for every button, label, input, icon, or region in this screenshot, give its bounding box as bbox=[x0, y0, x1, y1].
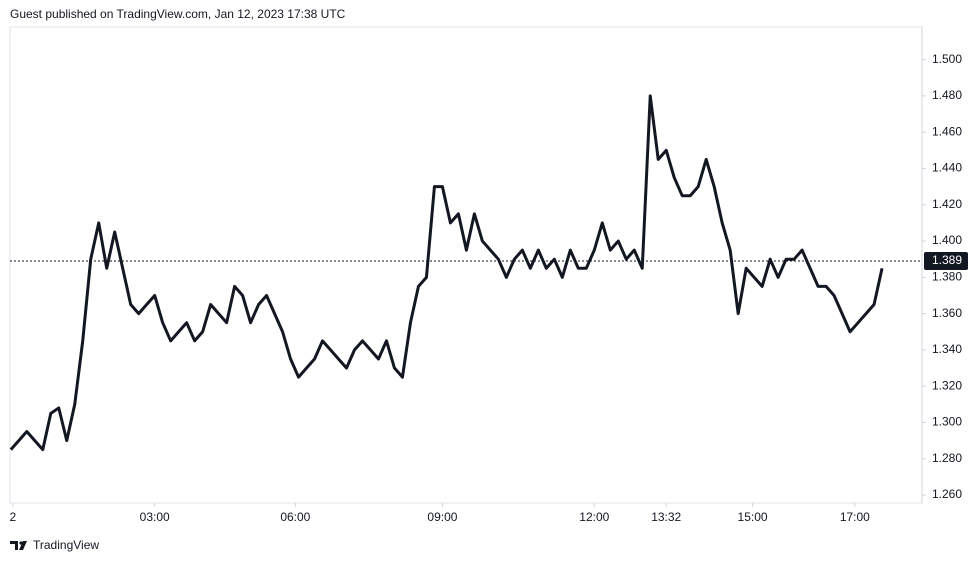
y-tick-label: 1.260 bbox=[932, 487, 962, 501]
x-tick-label: 2 bbox=[9, 510, 16, 524]
y-tick-label: 1.480 bbox=[932, 88, 962, 102]
y-tick-label: 1.340 bbox=[932, 342, 962, 356]
logo: TradingView bbox=[10, 538, 99, 552]
x-tick-label: 09:00 bbox=[427, 510, 457, 524]
y-tick-label: 1.360 bbox=[932, 306, 962, 320]
x-tick-label: 13:32 bbox=[651, 510, 681, 524]
last-price-label: 1.389 bbox=[932, 253, 962, 267]
logo-dot bbox=[19, 541, 23, 545]
y-tick-label: 1.280 bbox=[932, 451, 962, 465]
x-tick-label: 06:00 bbox=[280, 510, 310, 524]
x-tick-label: 15:00 bbox=[738, 510, 768, 524]
price-line bbox=[9, 94, 884, 452]
y-tick-label: 1.500 bbox=[932, 52, 962, 66]
y-tick-label: 1.420 bbox=[932, 197, 962, 211]
y-tick-label: 1.400 bbox=[932, 233, 962, 247]
logo-text: TradingView bbox=[33, 538, 99, 552]
y-tick-label: 1.320 bbox=[932, 378, 962, 392]
logo-icon bbox=[10, 541, 27, 550]
x-tick-label: 03:00 bbox=[140, 510, 170, 524]
y-tick-label: 1.380 bbox=[932, 270, 962, 284]
last-price-box bbox=[924, 252, 968, 271]
publish-info: Guest published on TradingView.com, Jan … bbox=[10, 7, 346, 21]
x-tick-label: 12:00 bbox=[579, 510, 609, 524]
x-tick-label: 17:00 bbox=[840, 510, 870, 524]
y-tick-label: 1.440 bbox=[932, 161, 962, 175]
y-tick-label: 1.300 bbox=[932, 415, 962, 429]
y-tick-label: 1.460 bbox=[932, 124, 962, 138]
